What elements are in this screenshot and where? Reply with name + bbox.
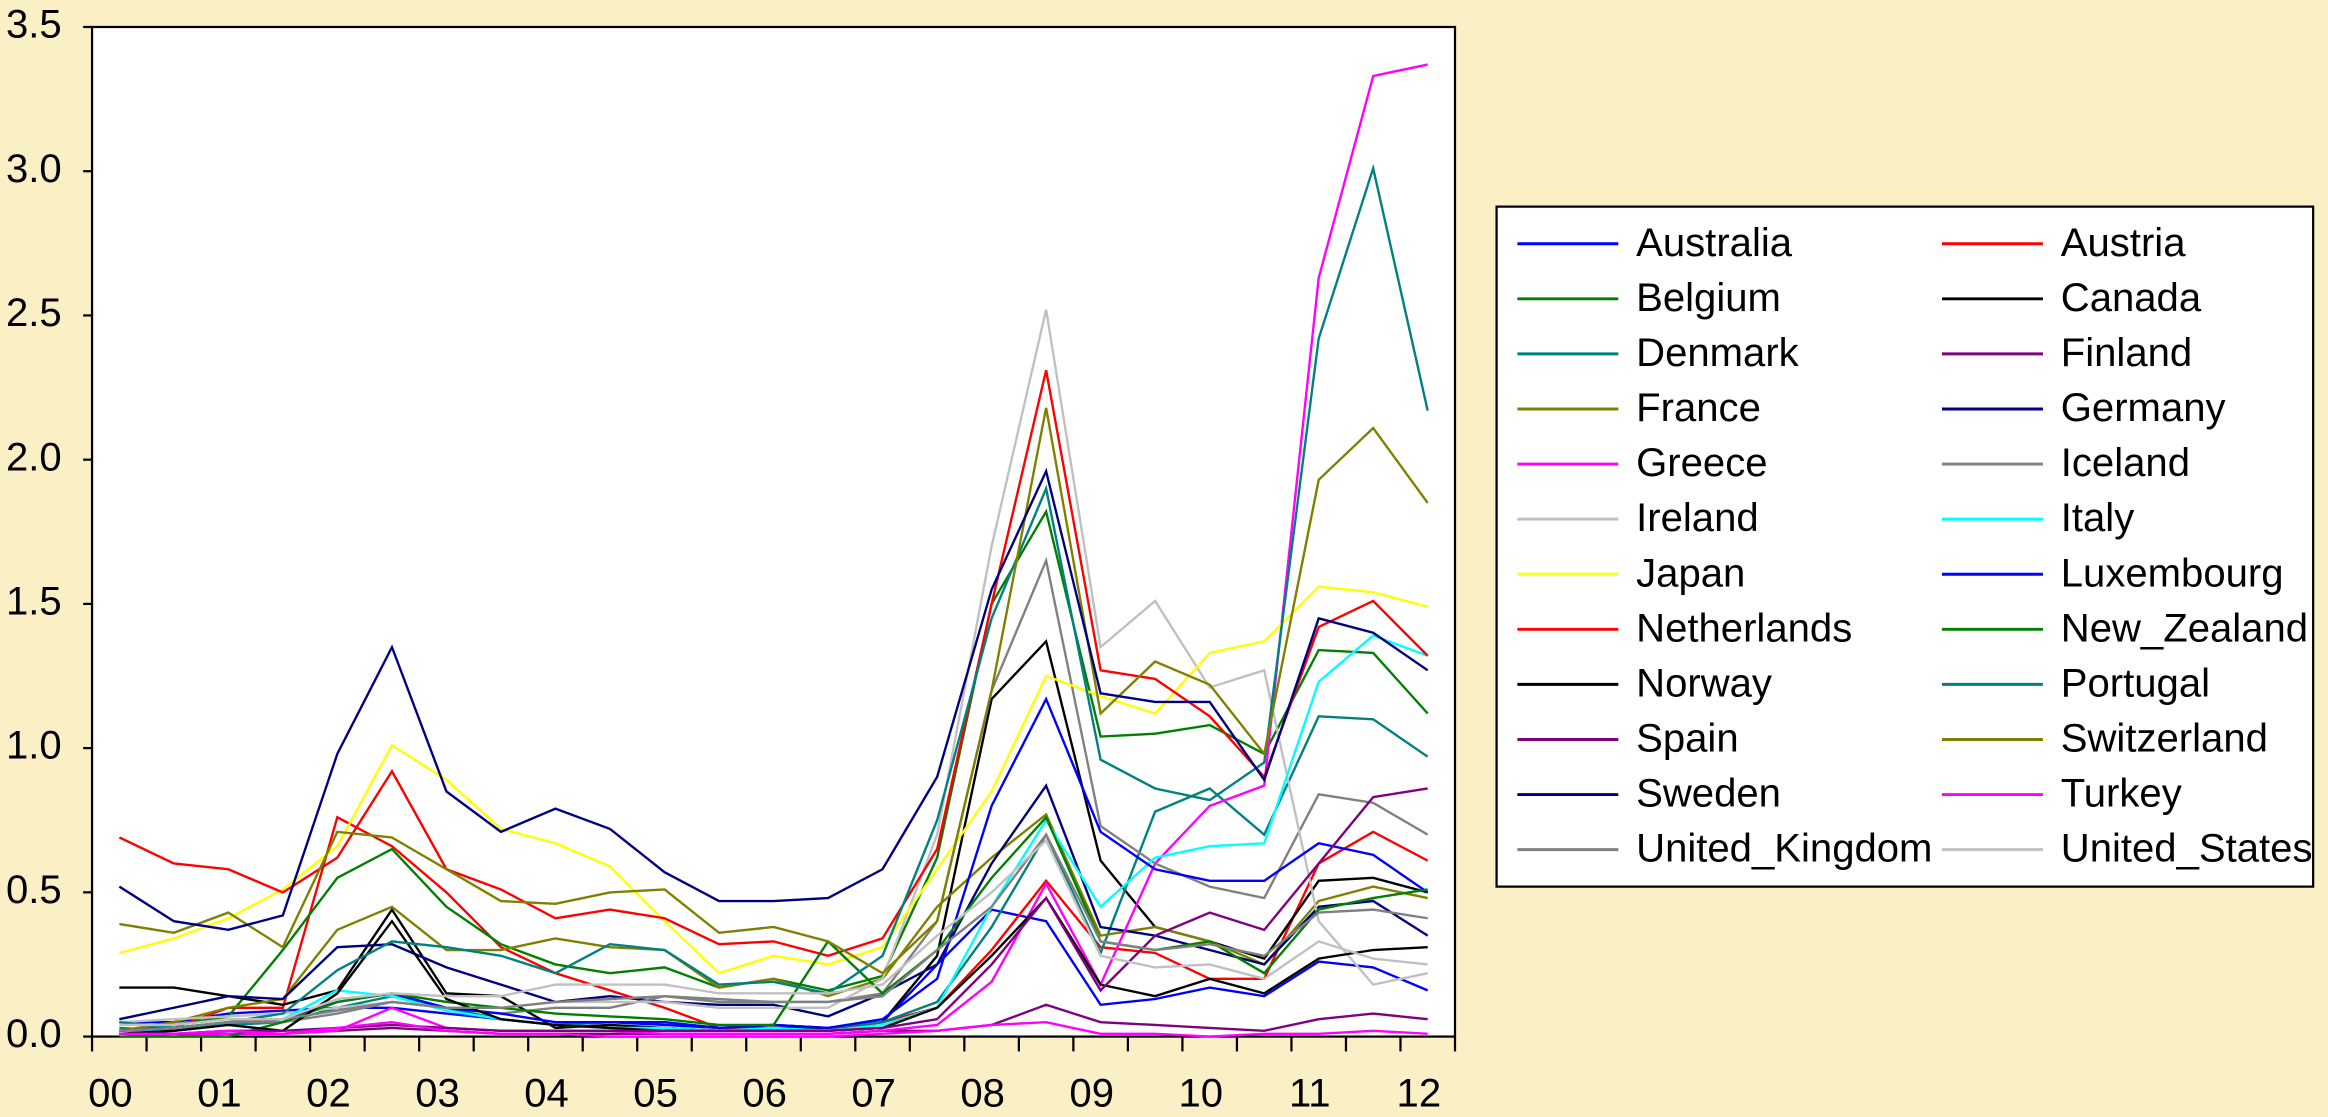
x-tick-label: 01 xyxy=(197,1072,242,1116)
y-tick-label: 2.0 xyxy=(6,435,62,479)
series-line xyxy=(119,838,1428,1027)
legend-label: Sweden xyxy=(1636,772,1781,816)
legend-label: Netherlands xyxy=(1636,606,1852,650)
series-line xyxy=(119,634,1429,1032)
legend-label: France xyxy=(1636,386,1761,430)
series-line xyxy=(119,163,1429,1030)
series-line xyxy=(119,585,1428,975)
x-tick-label: 10 xyxy=(1178,1072,1223,1116)
legend-label: Belgium xyxy=(1636,276,1781,320)
x-tick-label: 04 xyxy=(524,1072,569,1116)
legend-label: Germany xyxy=(2061,386,2226,430)
x-tick-label: 11 xyxy=(1289,1072,1331,1116)
legend-label: Portugal xyxy=(2061,661,2210,705)
series-line xyxy=(119,832,1428,1032)
legend-label: Finland xyxy=(2061,331,2192,375)
series-line xyxy=(119,407,1429,975)
series-line xyxy=(119,783,1429,1021)
x-tick-label: 00 xyxy=(88,1072,133,1116)
y-tick-label: 0.0 xyxy=(6,1012,62,1056)
legend-label: Iceland xyxy=(2061,441,2190,485)
series-line xyxy=(119,63,1428,1038)
legend-label: Spain xyxy=(1636,717,1739,761)
legend-label: Denmark xyxy=(1636,331,1800,375)
legend-label: Austria xyxy=(2061,221,2186,265)
x-tick-label: 03 xyxy=(415,1072,460,1116)
legend-label: United_States xyxy=(2061,827,2313,871)
x-tick-label: 12 xyxy=(1397,1072,1442,1116)
legend-label: Luxembourg xyxy=(2061,551,2284,595)
legend-label: Italy xyxy=(2061,496,2135,540)
x-tick-label: 06 xyxy=(742,1072,787,1116)
plot-area xyxy=(90,25,1457,1038)
legend-label: Canada xyxy=(2061,276,2202,320)
x-tick-label: 08 xyxy=(960,1072,1005,1116)
legend-label: Greece xyxy=(1636,441,1767,485)
legend-label: Ireland xyxy=(1636,496,1759,540)
y-tick-label: 1.5 xyxy=(6,579,62,623)
series-line xyxy=(118,369,1429,958)
series-line xyxy=(119,815,1428,1038)
legend xyxy=(1495,205,2315,888)
series-line xyxy=(119,1020,1428,1038)
legend-label: Australia xyxy=(1636,221,1793,265)
y-tick-label: 0.5 xyxy=(6,868,62,912)
y-tick-label: 3.5 xyxy=(6,3,62,47)
y-tick-label: 2.5 xyxy=(6,291,62,335)
x-tick-label: 09 xyxy=(1069,1072,1114,1116)
x-tick-label: 05 xyxy=(633,1072,678,1116)
legend-label: Japan xyxy=(1636,551,1745,595)
legend-label: Norway xyxy=(1636,661,1772,705)
legend-label: Turkey xyxy=(2061,772,2182,816)
x-tick-label: 07 xyxy=(851,1072,896,1116)
series-line xyxy=(118,467,1429,932)
legend-label: New_Zealand xyxy=(2061,606,2308,650)
y-tick-label: 3.0 xyxy=(6,147,62,191)
series-line xyxy=(119,309,1428,1024)
x-tick-label: 02 xyxy=(306,1072,351,1116)
legend-label: Switzerland xyxy=(2061,717,2268,761)
legend-label: United_Kingdom xyxy=(1636,827,1932,871)
y-tick-label: 1.0 xyxy=(6,724,62,768)
